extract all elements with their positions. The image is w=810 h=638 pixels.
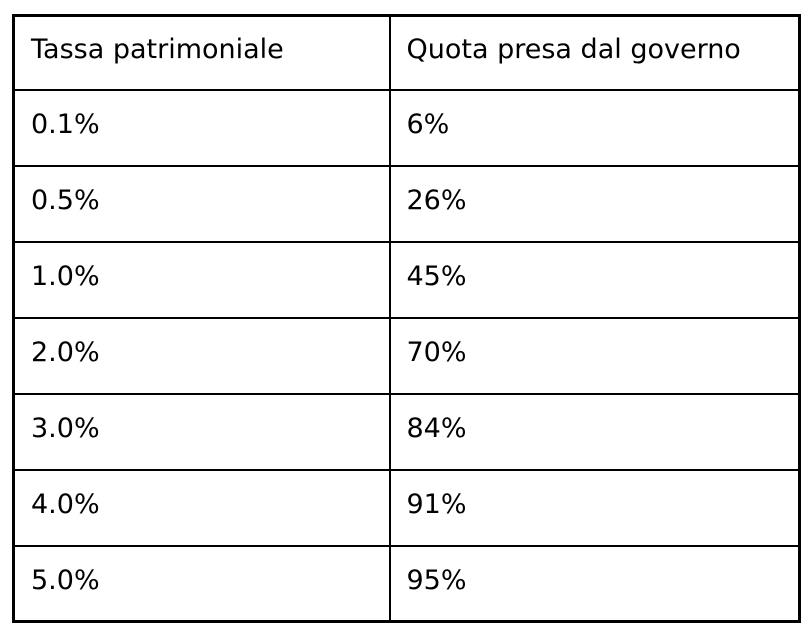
table-row: 0.5% 26% — [12, 164, 801, 243]
table-cell-government-share: 91% — [388, 468, 801, 547]
table-header-row: Tassa patrimoniale Quota presa dal gover… — [12, 14, 801, 91]
table-cell-government-share: 26% — [388, 164, 801, 243]
table-cell-government-share: 70% — [388, 316, 801, 395]
table-cell-government-share: 84% — [388, 392, 801, 471]
table-cell-tax-rate: 1.0% — [12, 240, 391, 319]
table-cell-government-share: 45% — [388, 240, 801, 319]
column-header-quota-presa-dal-governo: Quota presa dal governo — [388, 14, 801, 91]
column-header-tassa-patrimoniale: Tassa patrimoniale — [12, 14, 391, 91]
table-cell-tax-rate: 2.0% — [12, 316, 391, 395]
table-row: 3.0% 84% — [12, 392, 801, 471]
table-cell-tax-rate: 0.5% — [12, 164, 391, 243]
table-cell-tax-rate: 4.0% — [12, 468, 391, 547]
table-row: 2.0% 70% — [12, 316, 801, 395]
table-cell-tax-rate: 3.0% — [12, 392, 391, 471]
data-table: Tassa patrimoniale Quota presa dal gover… — [12, 14, 801, 623]
table-row: 4.0% 91% — [12, 468, 801, 547]
table-cell-government-share: 6% — [388, 88, 801, 167]
table-row: 0.1% 6% — [12, 88, 801, 167]
table-cell-tax-rate: 0.1% — [12, 88, 391, 167]
table-cell-tax-rate: 5.0% — [12, 544, 391, 623]
table-row: 5.0% 95% — [12, 544, 801, 623]
table-row: 1.0% 45% — [12, 240, 801, 319]
table-cell-government-share: 95% — [388, 544, 801, 623]
